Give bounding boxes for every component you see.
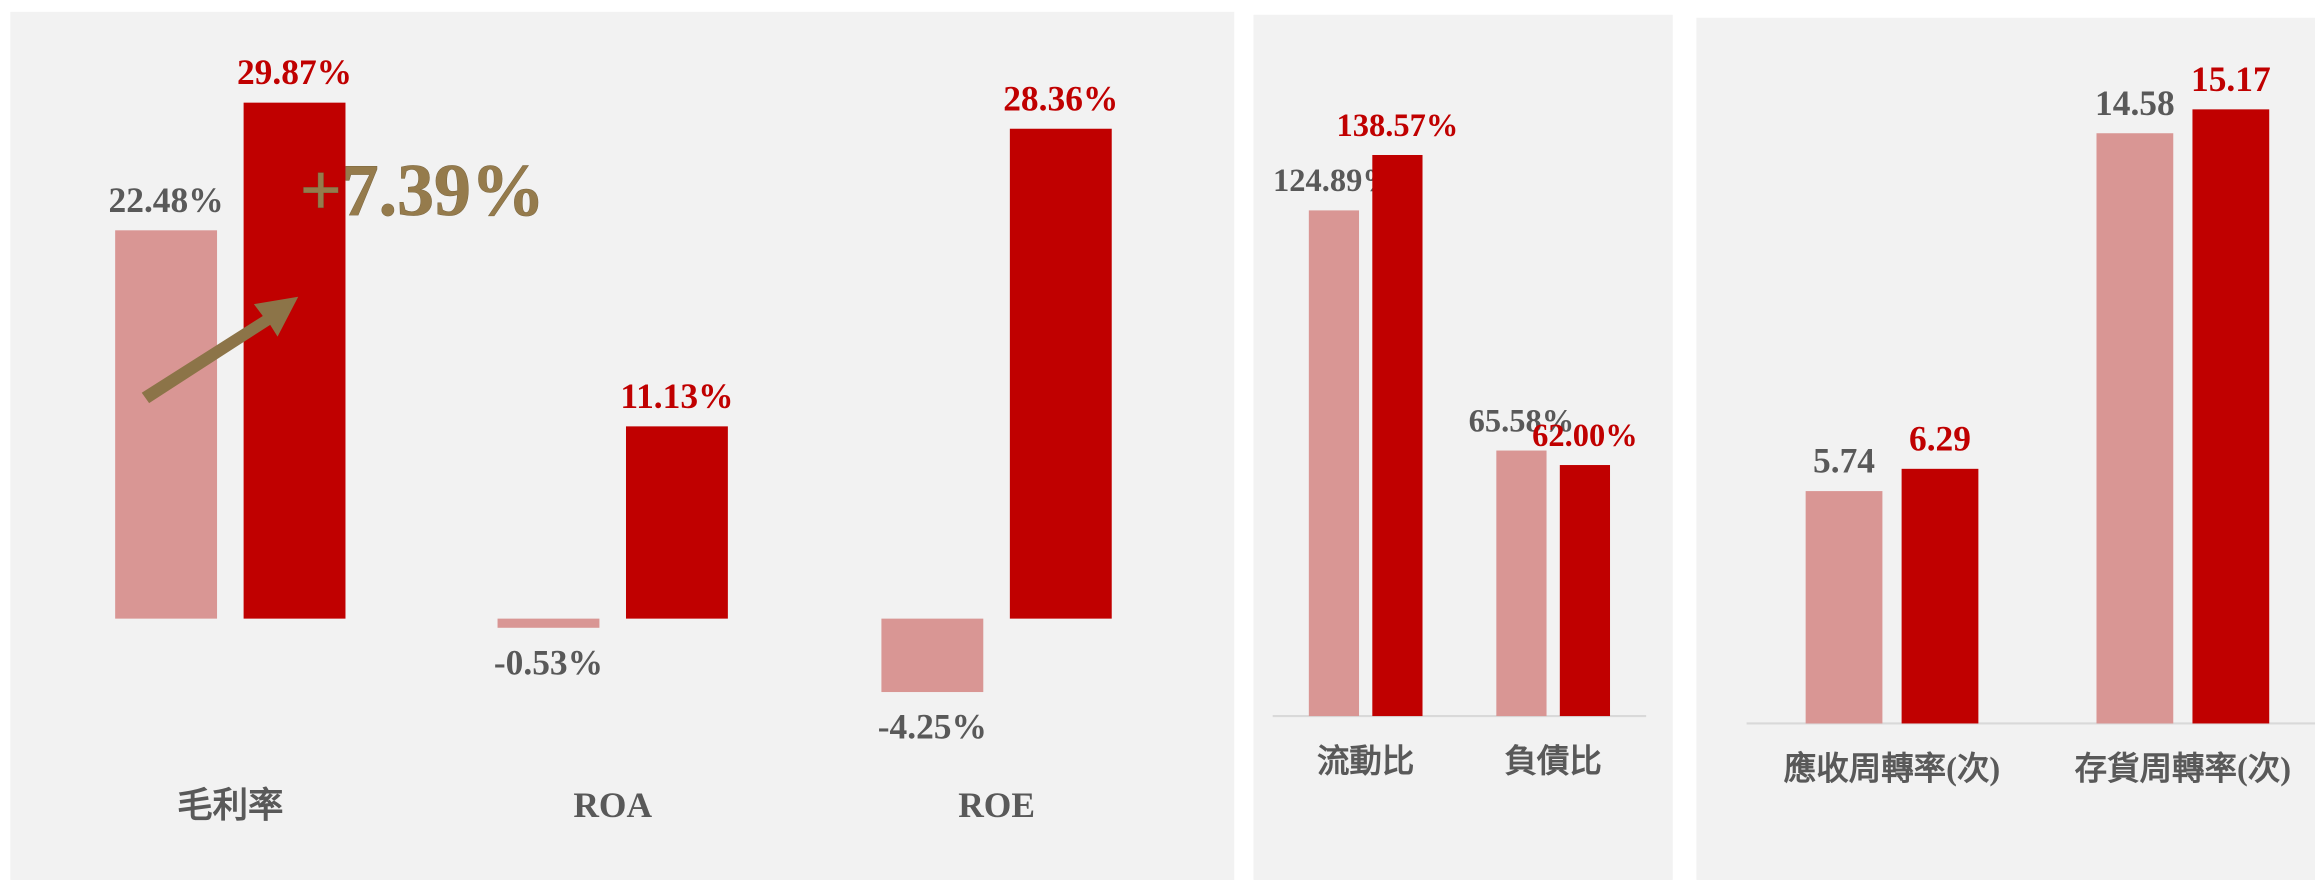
- bar: [115, 230, 218, 619]
- x-tick-label: ROE: [958, 785, 1035, 825]
- data-label: -0.53%: [494, 642, 603, 682]
- bar: [1009, 128, 1112, 619]
- data-label: 5.74: [1813, 441, 1875, 481]
- bar: [1308, 210, 1360, 717]
- bar: [625, 426, 728, 619]
- data-label: 62.00%: [1532, 418, 1638, 454]
- x-tick-label: 毛利率: [177, 785, 283, 825]
- data-label: 6.29: [1909, 418, 1971, 458]
- annotation: +7.39%: [300, 149, 545, 231]
- x-tick-label: ROA: [573, 785, 652, 825]
- data-label: 138.57%: [1337, 108, 1459, 144]
- data-label: 28.36%: [1003, 78, 1118, 118]
- bar: [881, 618, 984, 693]
- data-label: 65.58%: [1469, 403, 1575, 439]
- x-tick-label: 應收周轉率(次): [1784, 750, 2000, 788]
- data-label: -4.25%: [878, 707, 987, 747]
- data-label: 11.13%: [620, 376, 733, 416]
- arrow: [141, 296, 299, 404]
- data-label: 14.58: [2095, 83, 2175, 123]
- bar: [1901, 468, 1979, 724]
- x-tick-label: 流動比: [1317, 743, 1414, 780]
- data-label: 22.48%: [109, 180, 224, 220]
- data-label: 29.87%: [237, 52, 352, 92]
- bar: [2192, 109, 2270, 724]
- bar: [243, 102, 346, 619]
- bar: [1496, 450, 1547, 717]
- x-tick-label: 存貨周轉率(次): [2075, 751, 2291, 788]
- data-label: 15.17: [2191, 59, 2271, 99]
- bar: [497, 618, 600, 628]
- bar: [1559, 465, 1611, 717]
- bar: [2096, 133, 2174, 724]
- bar: [1805, 491, 1883, 724]
- bar: [1372, 154, 1423, 717]
- x-tick-label: 負債比: [1504, 743, 1601, 780]
